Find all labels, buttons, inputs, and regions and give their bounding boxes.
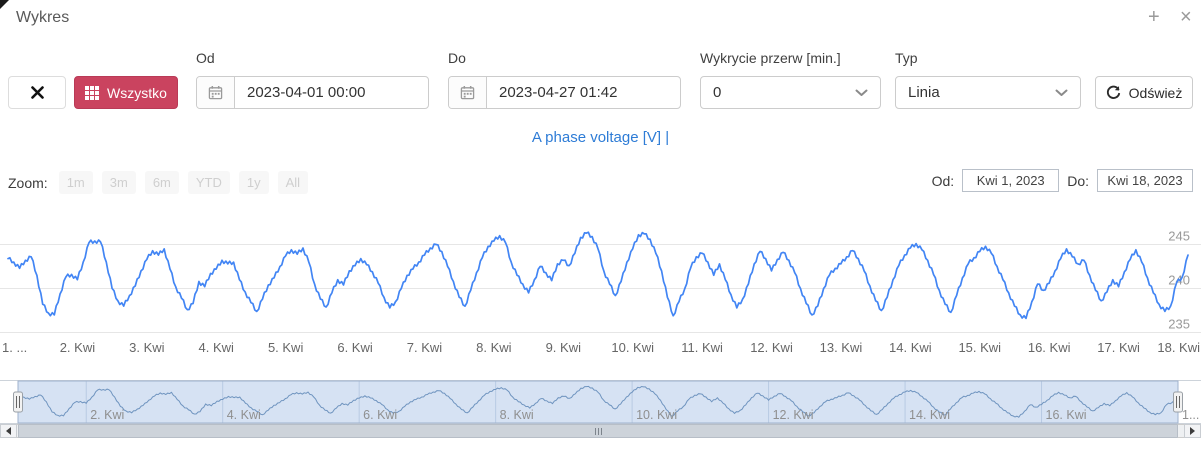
svg-text:245: 245 <box>1168 229 1190 244</box>
to-datetime-value[interactable]: 2023-04-27 01:42 <box>499 84 618 101</box>
legend[interactable]: A phase voltage [V] | <box>0 129 1201 146</box>
svg-text:10. Kwi: 10. Kwi <box>636 408 677 422</box>
svg-text:10. Kwi: 10. Kwi <box>611 340 654 355</box>
svg-text:12. Kwi: 12. Kwi <box>750 340 793 355</box>
svg-text:16. Kwi: 16. Kwi <box>1028 340 1071 355</box>
from-datetime-value[interactable]: 2023-04-01 00:00 <box>247 84 366 101</box>
svg-text:12. Kwi: 12. Kwi <box>773 408 814 422</box>
chart-type-value: Linia <box>908 84 940 101</box>
gap-detection-label: Wykrycie przerw [min.] <box>700 50 841 66</box>
refresh-icon <box>1106 85 1120 99</box>
scrollbar-right-arrow[interactable] <box>1184 424 1201 438</box>
type-label: Typ <box>895 50 918 66</box>
svg-text:2. Kwi: 2. Kwi <box>90 408 124 422</box>
to-field-label: Do <box>448 50 466 66</box>
svg-text:4. Kwi: 4. Kwi <box>227 408 261 422</box>
svg-text:1. ...: 1. ... <box>2 340 27 355</box>
chart-type-select[interactable]: Linia <box>895 76 1081 109</box>
range-to-label: Do: <box>1067 172 1089 189</box>
zoom-preset-1y[interactable]: 1y <box>238 171 269 194</box>
chevron-down-icon <box>1055 89 1068 96</box>
zoom-preset-all[interactable]: All <box>277 171 309 194</box>
close-icon <box>30 86 44 99</box>
svg-text:235: 235 <box>1168 317 1190 332</box>
svg-text:1...: 1... <box>1182 408 1199 422</box>
all-series-button-label: Wszystko <box>107 84 167 101</box>
scrollbar-thumb[interactable] <box>18 424 1178 438</box>
svg-text:18. Kwi: 18. Kwi <box>1157 340 1200 355</box>
range-inputs: Od: Kwi 1, 2023 Do: Kwi 18, 2023 <box>932 169 1193 192</box>
scrollbar <box>0 424 1201 438</box>
svg-text:14. Kwi: 14. Kwi <box>909 408 950 422</box>
svg-text:11. Kwi: 11. Kwi <box>681 340 723 355</box>
legend-series-label[interactable]: A phase voltage [V] <box>531 129 662 146</box>
range-to-input[interactable]: Kwi 18, 2023 <box>1097 169 1193 192</box>
calendar-icon[interactable] <box>449 77 487 108</box>
navigator-series <box>17 385 1179 418</box>
from-datetime-input[interactable]: 2023-04-01 00:00 <box>196 76 429 109</box>
range-from-input[interactable]: Kwi 1, 2023 <box>962 169 1060 192</box>
arrow-left-icon <box>6 427 11 435</box>
navigator[interactable]: 2. Kwi 4. Kwi 6. Kwi 8. Kwi 10. Kwi 12. Kwi 14… <box>0 380 1201 424</box>
svg-text:6. Kwi: 6. Kwi <box>363 408 397 422</box>
grid-icon <box>85 85 100 100</box>
from-field-label: Od <box>196 50 215 66</box>
svg-text:7. Kwi: 7. Kwi <box>407 340 443 355</box>
voltage-line-series <box>7 231 1189 320</box>
svg-text:16. Kwi: 16. Kwi <box>1046 408 1087 422</box>
gap-detection-select[interactable]: 0 <box>700 76 881 109</box>
svg-text:5. Kwi: 5. Kwi <box>268 340 304 355</box>
zoom-preset-3m[interactable]: 3m <box>101 171 136 194</box>
svg-text:13. Kwi: 13. Kwi <box>820 340 863 355</box>
refresh-button-label: Odśwież <box>1128 84 1183 101</box>
svg-text:4. Kwi: 4. Kwi <box>199 340 235 355</box>
refresh-button[interactable]: Odśwież <box>1095 76 1193 109</box>
navigator-right-handle[interactable] <box>1173 391 1183 413</box>
svg-text:2. Kwi: 2. Kwi <box>60 340 96 355</box>
all-series-button[interactable]: Wszystko <box>74 76 178 109</box>
svg-text:14. Kwi: 14. Kwi <box>889 340 932 355</box>
svg-text:8. Kwi: 8. Kwi <box>476 340 512 355</box>
svg-text:17. Kwi: 17. Kwi <box>1097 340 1140 355</box>
zoom-preset-1m[interactable]: 1m <box>58 171 93 194</box>
add-panel-icon[interactable]: + <box>1148 6 1160 28</box>
navigator-left-handle[interactable] <box>13 391 23 413</box>
chevron-down-icon <box>855 89 868 96</box>
zoom-preset-ytd[interactable]: YTD <box>187 171 230 194</box>
page-title: Wykres <box>16 9 70 26</box>
zoom-preset-6m[interactable]: 6m <box>144 171 179 194</box>
close-panel-icon[interactable]: × <box>1180 6 1192 28</box>
to-datetime-input[interactable]: 2023-04-27 01:42 <box>448 76 681 109</box>
gap-detection-value: 0 <box>713 84 722 101</box>
scrollbar-left-arrow[interactable] <box>0 424 17 438</box>
clear-button[interactable] <box>8 76 66 109</box>
svg-text:6. Kwi: 6. Kwi <box>337 340 373 355</box>
legend-separator: | <box>665 129 670 146</box>
svg-text:3. Kwi: 3. Kwi <box>129 340 165 355</box>
svg-text:9. Kwi: 9. Kwi <box>546 340 582 355</box>
zoom-label: Zoom: <box>8 174 48 191</box>
corner-marker <box>0 0 9 9</box>
range-from-label: Od: <box>931 172 955 189</box>
svg-text:8. Kwi: 8. Kwi <box>500 408 534 422</box>
arrow-right-icon <box>1190 427 1195 435</box>
svg-text:15. Kwi: 15. Kwi <box>958 340 1001 355</box>
calendar-icon[interactable] <box>197 77 235 108</box>
zoom-presets: Zoom: 1m 3m 6m YTD 1y All <box>8 171 309 194</box>
navigator-selected-range[interactable] <box>18 381 1178 423</box>
